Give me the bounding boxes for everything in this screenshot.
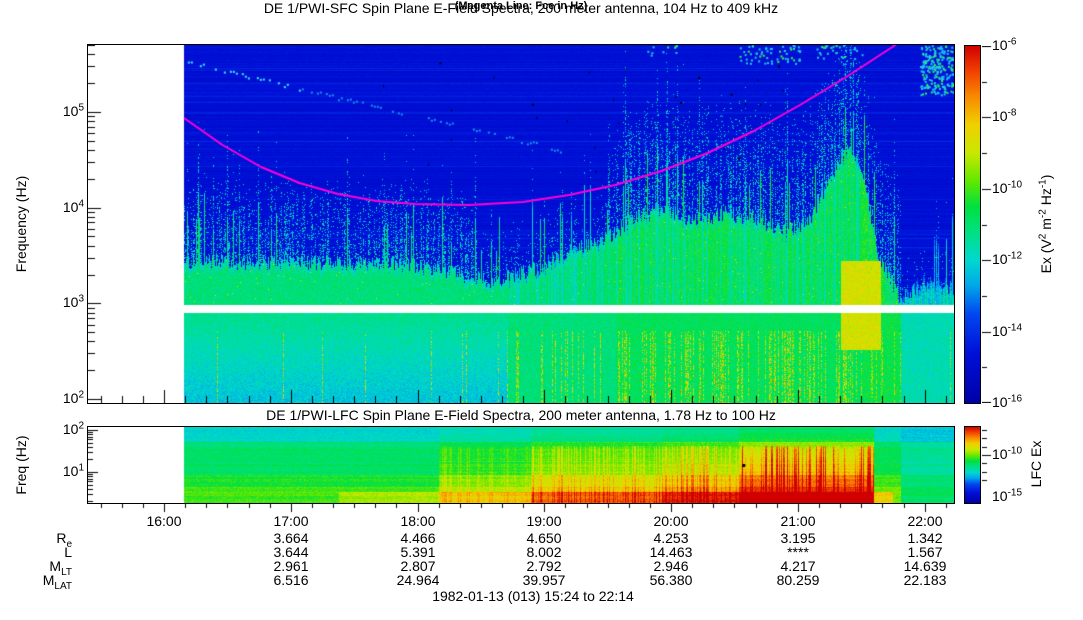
lfc-ytick-1e2: 102: [62, 420, 84, 437]
sfc-ytick-1e4: 104: [62, 198, 84, 215]
ephemeris-cell: 2.792: [526, 558, 562, 574]
lfc-ytick-1e1: 101: [62, 462, 84, 479]
ephemeris-cell: 3.195: [780, 530, 816, 546]
lfc-cbar-tick-1e-10: 10-10: [992, 445, 1023, 462]
ephemeris-cell: 14.639: [903, 558, 947, 574]
lfc-spectrogram-panel: [87, 426, 955, 504]
lfc-colorbar-title: LFC Ex: [1028, 440, 1044, 488]
lfc-colorbar-ticks: [982, 427, 992, 503]
time-label-1800: 18:00: [400, 513, 436, 529]
ephemeris-cell: 5.391: [400, 544, 436, 560]
ephemeris-cell: 4.466: [400, 530, 436, 546]
lfc-colorbar: [964, 426, 981, 504]
sfc-colorbar-ticks: [982, 46, 992, 403]
time-label-1900: 19:00: [526, 513, 562, 529]
ephemeris-cell: 39.957: [522, 572, 566, 588]
date-range-footer: 1982-01-13 (013) 15:24 to 22:14: [432, 588, 634, 604]
sfc-cbar-tick-1e-10: 10-10: [992, 179, 1023, 196]
ephemeris-cell: 1.567: [907, 544, 943, 560]
lfc-y-axis-title: Freq (Hz): [13, 435, 29, 495]
lfc-cbar-tick-1e-15: 10-15: [992, 487, 1023, 504]
ephemeris-row-label-mlt: MLT: [49, 558, 72, 578]
ephemeris-row-label-l: L: [64, 544, 72, 560]
sfc-panel-subtitle: (Magenta Line: Fce in Hz): [454, 0, 588, 12]
ephemeris-cell: 4.217: [780, 558, 816, 574]
time-label-1600: 16:00: [146, 513, 182, 529]
ephemeris-cell: 1.342: [907, 530, 943, 546]
ephemeris-cell: 3.644: [273, 544, 309, 560]
ephemeris-row-label-mlat: MLAT: [42, 572, 72, 592]
ephemeris-cell: 22.183: [903, 572, 947, 588]
time-label-2100: 21:00: [780, 513, 816, 529]
ephemeris-cell: 2.807: [400, 558, 436, 574]
sfc-y-axis-title: Frequency (Hz): [13, 175, 29, 273]
sfc-colorbar: [964, 45, 981, 404]
ephemeris-cell: 4.650: [526, 530, 562, 546]
ephemeris-cell: 2.961: [273, 558, 309, 574]
ephemeris-cell: 3.664: [273, 530, 309, 546]
sfc-cbar-tick-1e-16: 10-16: [992, 393, 1023, 410]
time-label-1700: 17:00: [273, 513, 309, 529]
sfc-cbar-tick-1e-8: 10-8: [992, 107, 1017, 124]
lfc-panel-title: DE 1/PWI-LFC Spin Plane E-Field Spectra,…: [266, 407, 776, 423]
sfc-spectrogram-panel: [87, 44, 955, 404]
sfc-cbar-tick-1e-14: 10-14: [992, 322, 1023, 339]
sfc-cbar-tick-1e-6: 10-6: [992, 36, 1017, 53]
lfc-spectrogram-canvas: [88, 427, 954, 503]
ephemeris-cell: 14.463: [649, 544, 693, 560]
sfc-ytick-1e3: 103: [62, 293, 84, 310]
time-label-2200: 22:00: [907, 513, 943, 529]
ephemeris-cell: 8.002: [526, 544, 562, 560]
ephemeris-cell: 24.964: [396, 572, 440, 588]
sfc-ytick-1e5: 105: [62, 102, 84, 119]
ephemeris-cell: 4.253: [653, 530, 689, 546]
sfc-spectrogram-canvas: [88, 45, 954, 403]
sfc-ytick-1e2: 102: [62, 389, 84, 406]
ephemeris-cell: 56.380: [649, 572, 693, 588]
ephemeris-cell: 80.259: [776, 572, 820, 588]
sfc-colorbar-title: Ex (V2 m-2 Hz-1): [1037, 174, 1054, 274]
ephemeris-cell: 6.516: [273, 572, 309, 588]
sfc-cbar-tick-1e-12: 10-12: [992, 250, 1023, 267]
time-axis-ticks: [88, 504, 954, 513]
ephemeris-row-label-re: Re: [56, 530, 72, 550]
ephemeris-cell: ****: [787, 544, 809, 560]
sfc-panel-title: DE 1/PWI-SFC Spin Plane E-Field Spectra,…: [263, 0, 779, 16]
time-label-2000: 20:00: [653, 513, 689, 529]
ephemeris-cell: 2.946: [653, 558, 689, 574]
